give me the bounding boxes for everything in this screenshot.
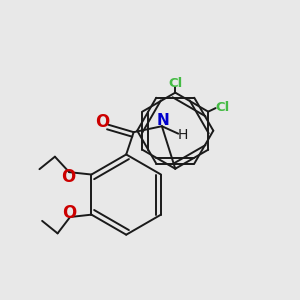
Text: H: H [178, 128, 188, 142]
Text: Cl: Cl [168, 76, 182, 90]
Text: N: N [156, 113, 169, 128]
Text: O: O [62, 205, 76, 223]
Text: Cl: Cl [215, 101, 230, 114]
Text: O: O [61, 168, 75, 186]
Text: O: O [95, 113, 109, 131]
